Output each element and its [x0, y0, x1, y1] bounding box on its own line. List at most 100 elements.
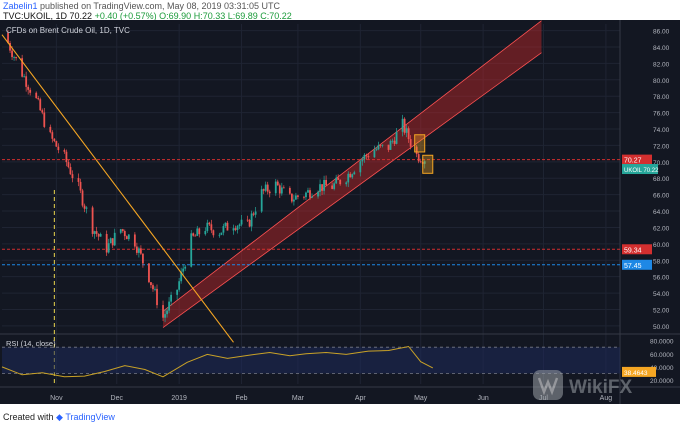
candle-body	[323, 179, 325, 191]
level-price-tag	[622, 259, 652, 270]
x-tick-label: Dec	[111, 395, 124, 402]
candle-body	[194, 235, 197, 237]
candle-body	[290, 193, 293, 202]
candle-body	[246, 219, 249, 221]
candle-body	[417, 154, 420, 162]
candle-body	[93, 231, 96, 234]
candle-body	[234, 228, 237, 230]
price-change: +0.40 (+0.57%)	[94, 11, 157, 21]
candle-body	[212, 230, 215, 236]
candle-body	[71, 174, 74, 179]
candles	[7, 30, 426, 323]
candle-body	[307, 190, 309, 193]
downtrend-line	[1, 34, 234, 343]
candle-body	[11, 50, 13, 58]
candle-body	[401, 118, 404, 132]
candle-body	[166, 310, 168, 315]
candle-body	[274, 181, 277, 194]
current-price-label: UKOIL 70.22	[624, 168, 659, 174]
y-tick-label: 74.00	[653, 127, 670, 134]
candle-body	[409, 139, 412, 147]
y-tick-label: 50.00	[653, 324, 670, 331]
candle-body	[395, 131, 398, 144]
candle-body	[35, 92, 38, 99]
y-tick-label: 72.00	[653, 143, 670, 150]
rsi-tick-label: 60.0000	[650, 352, 674, 359]
price-chart[interactable]: 70.27 59.34 57.45 86.00 84.00 82.00 80.00 78.00…	[0, 20, 680, 404]
created-with-label: Created with	[3, 412, 54, 422]
candle-body	[91, 207, 94, 234]
candle-body	[178, 281, 181, 290]
candle-body	[152, 285, 154, 290]
candle-body	[391, 140, 394, 142]
candle-body	[415, 146, 418, 155]
candle-body	[264, 184, 267, 191]
candle-body	[176, 289, 179, 295]
channel-upper-line	[162, 20, 542, 312]
candle-body	[21, 58, 24, 77]
candle-body	[423, 161, 426, 164]
candle-body	[393, 140, 396, 144]
candle-body	[208, 222, 211, 225]
tradingview-brand-link[interactable]: TradingView	[65, 412, 115, 422]
candle-body	[353, 172, 356, 175]
candle-body	[156, 288, 158, 306]
candle-body	[139, 248, 142, 254]
highlight-box	[422, 154, 434, 174]
candle-body	[224, 222, 227, 227]
y-tick-label: 56.00	[653, 275, 670, 282]
x-tick-label: May	[414, 395, 428, 402]
candle-body	[190, 233, 193, 267]
candle-body	[339, 179, 342, 185]
ohlc-low: L:69.89	[227, 11, 258, 21]
candle-body	[317, 191, 319, 197]
watermark-text: WikiFX	[569, 377, 632, 398]
published-text: published on TradingView.com, May 08, 20…	[40, 1, 281, 11]
author-link[interactable]: Zabelin1	[3, 1, 38, 11]
candle-body	[25, 76, 28, 87]
candle-body	[125, 236, 128, 240]
x-tick-label: Jun	[477, 395, 488, 402]
channel-lower-line	[162, 52, 542, 328]
candle-body	[13, 57, 15, 58]
candle-body	[375, 149, 378, 151]
candle-body	[238, 224, 241, 227]
candle-body	[210, 224, 213, 231]
tradingview-logo-icon: ◆	[56, 412, 63, 422]
candle-body	[359, 161, 362, 173]
candle-body	[403, 118, 406, 133]
watermark-glyph	[537, 377, 559, 396]
candle-body	[260, 189, 263, 212]
candle-body	[23, 76, 26, 78]
candle-body	[407, 128, 410, 140]
y-tick-label: 78.00	[653, 94, 670, 101]
candle-body	[250, 213, 253, 227]
level-price-tag	[622, 154, 652, 165]
candle-body	[367, 156, 370, 158]
candle-body	[39, 99, 42, 111]
candle-body	[55, 141, 58, 147]
candle-body	[292, 199, 295, 202]
y-tick-label: 52.00	[653, 307, 670, 314]
quote-line: TVC:UKOIL, 1D 70.22 +0.40 (+0.57%) O:69.…	[3, 11, 292, 22]
candle-body	[325, 179, 327, 186]
candle-body	[335, 177, 338, 184]
candle-body	[168, 301, 170, 311]
ohlc-high: H:70.33	[193, 11, 226, 21]
candle-body	[109, 238, 112, 244]
candle-body	[365, 154, 368, 157]
candle-body	[15, 57, 17, 59]
candle-body	[49, 126, 52, 133]
candle-body	[333, 183, 336, 189]
candle-body	[363, 154, 366, 160]
candle-body	[51, 132, 54, 139]
candle-body	[127, 234, 130, 240]
y-tick-label: 80.00	[653, 78, 670, 85]
candle-body	[373, 150, 376, 158]
y-tick-label: 68.00	[653, 176, 670, 183]
candle-body	[27, 86, 30, 90]
candle-body	[345, 182, 348, 185]
candle-body	[337, 177, 340, 180]
x-tick-label: 2019	[171, 395, 187, 402]
candle-body	[182, 268, 185, 272]
